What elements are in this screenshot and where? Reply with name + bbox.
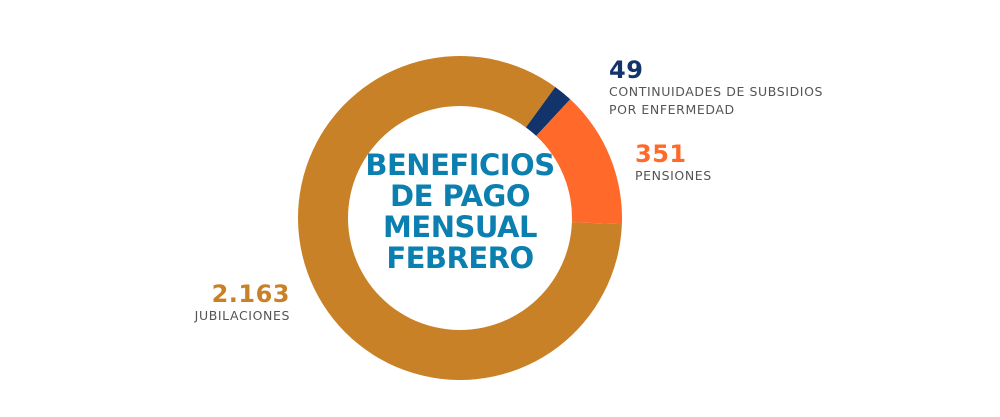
center-title-line-3: MENSUAL: [383, 210, 537, 244]
slice-jubilaciones: [298, 56, 622, 381]
text-pensiones: PENSIONES: [635, 167, 712, 185]
center-title: BENEFICIOS DE PAGO MENSUAL FEBRERO: [348, 150, 572, 274]
text-jubilaciones: JUBILACIONES: [150, 307, 290, 325]
label-pensiones: 351 PENSIONES: [635, 141, 712, 185]
donut-slices: [298, 56, 622, 381]
text-subsidios: CONTINUIDADES DE SUBSIDIOS POR ENFERMEDA…: [609, 83, 823, 119]
value-subsidios: 49: [609, 56, 644, 84]
text-pensiones-line-1: PENSIONES: [635, 168, 712, 183]
value-pensiones: 351: [635, 140, 687, 168]
value-jubilaciones: 2.163: [211, 280, 290, 308]
slice-subsidios: [525, 86, 571, 136]
center-title-line-4: FEBRERO: [386, 241, 534, 275]
center-title-line-1: BENEFICIOS: [365, 148, 555, 182]
center-title-line-2: DE PAGO: [390, 179, 530, 213]
slice-pensiones: [536, 99, 622, 225]
text-jubilaciones-line-1: JUBILACIONES: [194, 308, 290, 323]
label-jubilaciones: 2.163 JUBILACIONES: [150, 281, 290, 325]
text-subsidios-line-2: POR ENFERMEDAD: [609, 102, 735, 117]
label-subsidios: 49 CONTINUIDADES DE SUBSIDIOS POR ENFERM…: [609, 57, 823, 119]
text-subsidios-line-1: CONTINUIDADES DE SUBSIDIOS: [609, 84, 824, 99]
